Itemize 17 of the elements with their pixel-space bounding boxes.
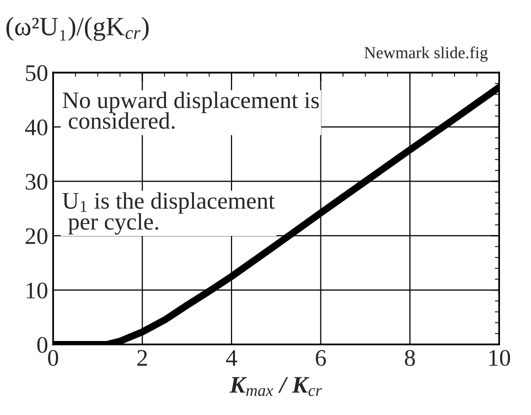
y-tick-label: 10 bbox=[26, 282, 48, 299]
annotation: U$_{1}$ is the displacement per cycle. bbox=[62, 192, 275, 235]
y-axis-title: (ω²U₁)/(gK$_{cr}$) bbox=[6, 16, 149, 41]
y-tick-label: 20 bbox=[26, 228, 48, 244]
x-tick-label: 2 bbox=[137, 350, 147, 366]
annotation: No upward displacement is considered. bbox=[62, 92, 319, 129]
x-tick-label: 6 bbox=[316, 350, 326, 366]
y-tick-label: 50 bbox=[26, 65, 48, 82]
y-tick-label: 30 bbox=[26, 174, 48, 190]
x-tick-label: 10 bbox=[489, 350, 510, 366]
text: Newmark slide.fig bbox=[364, 46, 488, 62]
x-tick-label: 4 bbox=[226, 350, 238, 366]
x-tick-label: 8 bbox=[404, 350, 415, 366]
x-axis-title: K$_{max}$ / K$_{cr}$ bbox=[230, 377, 322, 396]
y-tick-label: 40 bbox=[25, 119, 48, 136]
x-tick-label: 0 bbox=[48, 350, 58, 366]
y-tick-label: 0 bbox=[37, 336, 48, 353]
